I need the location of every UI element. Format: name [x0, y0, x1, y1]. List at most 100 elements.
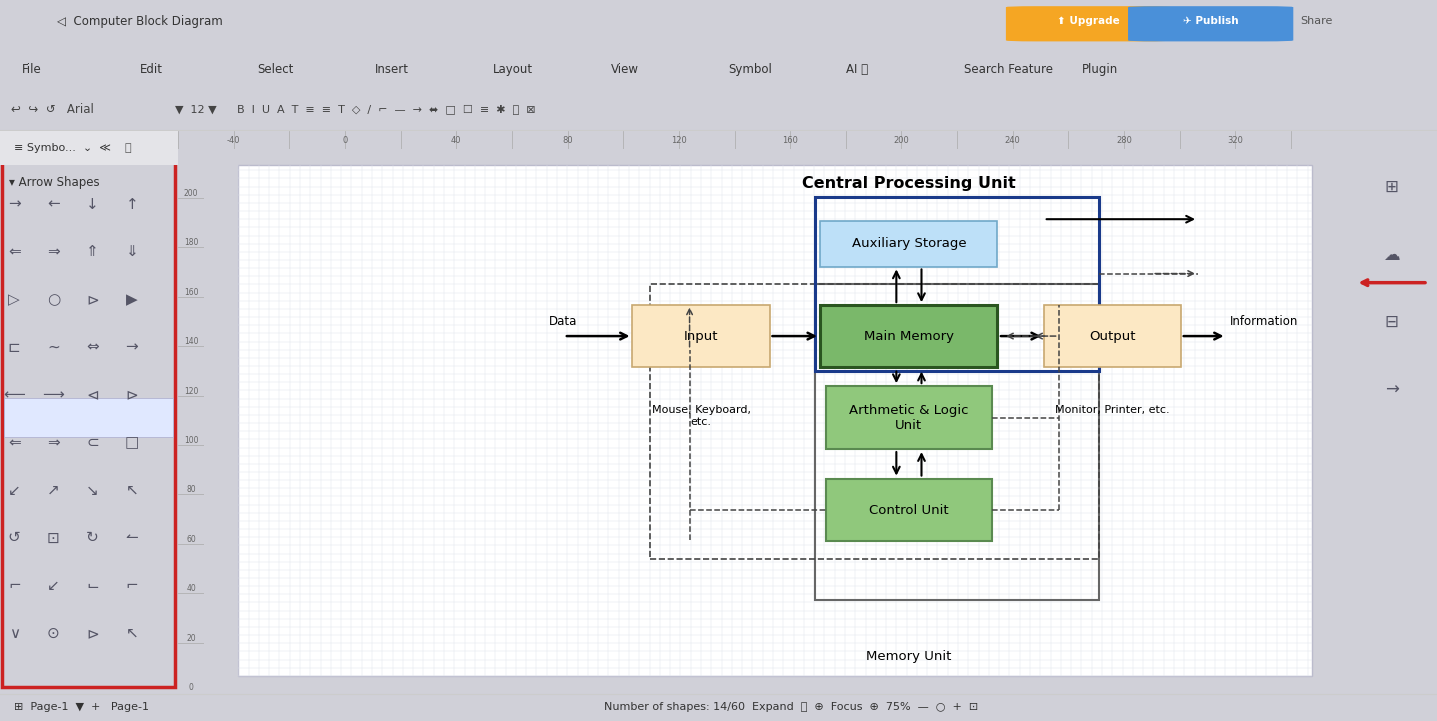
Text: 20: 20	[187, 634, 195, 642]
FancyBboxPatch shape	[1006, 6, 1171, 41]
Text: 0: 0	[188, 684, 194, 692]
Text: ◁  Computer Block Diagram: ◁ Computer Block Diagram	[57, 15, 223, 28]
Text: Edit: Edit	[139, 63, 162, 76]
Text: Monitor, Printer, etc.: Monitor, Printer, etc.	[1055, 405, 1170, 415]
Text: ✈ Publish: ✈ Publish	[1183, 17, 1239, 27]
Text: ⟵: ⟵	[3, 387, 26, 402]
Text: B  I  U  A  T  ≡  ≡  T  ◇  /  ⌐  —  →  ⬌  □  ☐  ≡  ✱  🔒  ⊠: B I U A T ≡ ≡ T ◇ / ⌐ — → ⬌ □ ☐ ≡ ✱ 🔒 ⊠	[237, 105, 536, 115]
Text: 140: 140	[184, 337, 198, 346]
Text: 40: 40	[451, 136, 461, 146]
Text: ▾ Arrow Shapes: ▾ Arrow Shapes	[9, 176, 99, 189]
Text: ⇐: ⇐	[7, 244, 20, 260]
FancyBboxPatch shape	[1043, 305, 1181, 367]
Text: 120: 120	[671, 136, 687, 146]
FancyBboxPatch shape	[632, 305, 770, 367]
Text: ⊏: ⊏	[7, 340, 20, 355]
Text: Plugin: Plugin	[1082, 63, 1118, 76]
Text: Insert: Insert	[375, 63, 410, 76]
Text: ~: ~	[47, 340, 60, 355]
Text: ☁: ☁	[1384, 246, 1400, 264]
Text: Search Feature: Search Feature	[964, 63, 1053, 76]
Text: ⟶: ⟶	[43, 387, 65, 402]
Text: 80: 80	[562, 136, 573, 146]
Text: ▷: ▷	[9, 292, 20, 307]
Text: 320: 320	[1227, 136, 1243, 146]
Text: ⊞  Page-1  ▼  +   Page-1: ⊞ Page-1 ▼ + Page-1	[14, 702, 149, 712]
Text: Input: Input	[684, 329, 718, 342]
Text: Information: Information	[1230, 315, 1298, 328]
Text: ⊡: ⊡	[47, 531, 60, 545]
Text: ⌐: ⌐	[125, 578, 138, 593]
Text: ⬆ Upgrade: ⬆ Upgrade	[1058, 17, 1119, 27]
Text: ⊳: ⊳	[86, 626, 99, 641]
Text: 240: 240	[1004, 136, 1020, 146]
FancyBboxPatch shape	[821, 305, 997, 367]
Text: ⌐: ⌐	[7, 578, 20, 593]
Text: ⊙: ⊙	[47, 626, 60, 641]
Text: Arthmetic & Logic
Unit: Arthmetic & Logic Unit	[849, 404, 969, 432]
Text: 200: 200	[894, 136, 910, 146]
Text: Layout: Layout	[493, 63, 533, 76]
FancyBboxPatch shape	[239, 165, 1312, 676]
FancyBboxPatch shape	[821, 221, 997, 267]
Text: →: →	[125, 340, 138, 355]
Text: Mouse, Keyboard,
etc.: Mouse, Keyboard, etc.	[651, 405, 750, 427]
Text: ⊂: ⊂	[86, 435, 99, 450]
FancyBboxPatch shape	[826, 386, 992, 449]
Text: Output: Output	[1089, 329, 1135, 342]
Text: 60: 60	[187, 535, 195, 544]
Text: ↩  ↪  ↺   Arial: ↩ ↪ ↺ Arial	[11, 103, 95, 116]
Text: Memory Unit: Memory Unit	[867, 650, 951, 663]
Text: 180: 180	[184, 239, 198, 247]
Text: 🔍: 🔍	[125, 143, 131, 153]
Text: ≡ Symbo...  ⌄  ≪: ≡ Symbo... ⌄ ≪	[14, 143, 111, 153]
Text: Data: Data	[549, 315, 578, 328]
Text: Central Processing Unit: Central Processing Unit	[802, 177, 1016, 191]
Text: File: File	[22, 63, 42, 76]
Text: View: View	[611, 63, 638, 76]
Text: AI 🔥: AI 🔥	[846, 63, 868, 76]
Text: ⇓: ⇓	[125, 244, 138, 260]
Text: Select: Select	[257, 63, 293, 76]
Text: 0: 0	[342, 136, 348, 146]
Text: Number of shapes: 14/60  Expand  🔔  ⊕  Focus  ⊕  75%  —  ○  +  ⊡: Number of shapes: 14/60 Expand 🔔 ⊕ Focus…	[604, 702, 977, 712]
Text: Symbol: Symbol	[729, 63, 773, 76]
FancyBboxPatch shape	[0, 131, 178, 165]
Text: Control Unit: Control Unit	[869, 503, 948, 516]
Text: ○: ○	[47, 292, 60, 307]
Text: ⇒: ⇒	[47, 244, 60, 260]
Text: ⊳: ⊳	[125, 387, 138, 402]
Text: ↗: ↗	[47, 483, 60, 497]
FancyBboxPatch shape	[826, 479, 992, 541]
Text: 200: 200	[184, 189, 198, 198]
Text: Auxiliary Storage: Auxiliary Storage	[852, 237, 966, 250]
Text: ⇑: ⇑	[86, 244, 99, 260]
Text: ▶: ▶	[126, 292, 138, 307]
Text: 40: 40	[187, 584, 195, 593]
Text: ⇒: ⇒	[47, 435, 60, 450]
Text: 280: 280	[1117, 136, 1132, 146]
Text: ↻: ↻	[86, 531, 99, 545]
FancyBboxPatch shape	[1128, 6, 1293, 41]
Text: ⊟: ⊟	[1385, 313, 1398, 331]
Text: ⇔: ⇔	[86, 340, 99, 355]
Text: ↓: ↓	[86, 197, 99, 212]
Text: ▼  12 ▼: ▼ 12 ▼	[175, 105, 217, 115]
Text: 120: 120	[184, 386, 198, 396]
Text: ↺: ↺	[7, 531, 20, 545]
Text: ↖: ↖	[125, 626, 138, 641]
Text: Main Memory: Main Memory	[864, 329, 954, 342]
Text: →: →	[1385, 380, 1398, 398]
Text: ↘: ↘	[86, 483, 99, 497]
Text: ↙: ↙	[47, 578, 60, 593]
Text: 160: 160	[184, 288, 198, 297]
Text: ←: ←	[47, 197, 60, 212]
Text: ⊳: ⊳	[86, 292, 99, 307]
Text: Share: Share	[1300, 17, 1334, 27]
Text: ↖: ↖	[125, 483, 138, 497]
Text: ↼: ↼	[125, 531, 138, 545]
Text: ⊲: ⊲	[86, 387, 99, 402]
Text: ⌙: ⌙	[86, 578, 99, 593]
Text: →: →	[7, 197, 20, 212]
Text: 100: 100	[184, 436, 198, 445]
